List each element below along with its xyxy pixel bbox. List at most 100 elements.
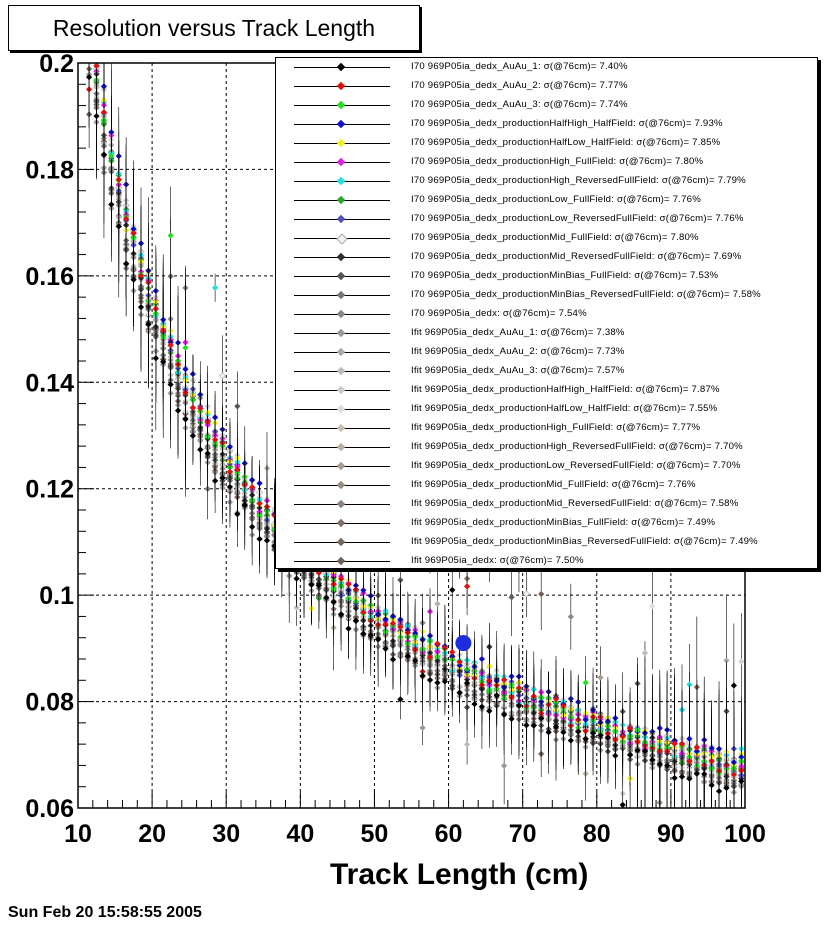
legend-marker [336, 81, 346, 91]
data-point [189, 432, 196, 439]
data-point [530, 722, 537, 729]
legend-entry: Ifit 969P05ia_dedx_productionMid_Reverse… [276, 496, 817, 515]
legend-marker [336, 347, 346, 357]
data-point [649, 756, 656, 763]
data-point [486, 707, 493, 715]
data-point [463, 583, 471, 590]
legend-marker [336, 385, 346, 395]
legend-marker [336, 518, 346, 528]
y-tick-label: 0.06 [25, 795, 74, 823]
data-point [508, 715, 515, 723]
legend-entry: I70 969P05ia_dedx_productionHalfLow_Half… [276, 135, 817, 154]
legend-label: I70 969P05ia_dedx_productionHalfHigh_Hal… [411, 118, 723, 129]
legend-label: Ifit 969P05ia_dedx_productionHalfLow_Hal… [411, 403, 718, 414]
legend-marker [336, 138, 346, 148]
legend-marker [336, 100, 346, 110]
legend-marker [336, 157, 346, 167]
x-tick-label: 60 [435, 820, 463, 848]
data-point [345, 581, 352, 588]
legend-label: I70 969P05ia_dedx_AuAu_3: σ(@76cm)= 7.74… [411, 99, 628, 110]
legend-label: I70 969P05ia_dedx: σ(@76cm)= 7.54% [411, 308, 587, 319]
legend-label: I70 969P05ia_dedx_productionHalfLow_Half… [411, 137, 721, 148]
data-point [434, 679, 441, 686]
legend-marker [336, 62, 346, 72]
data-point [671, 774, 678, 782]
legend-entry: Ifit 969P05ia_dedx_productionMinBias_Rev… [276, 534, 817, 553]
legend-label: I70 969P05ia_dedx_productionLow_FullFiel… [411, 194, 701, 205]
legend-marker [336, 233, 348, 245]
legend: I70 969P05ia_dedx_AuAu_1: σ(@76cm)= 7.40… [275, 57, 818, 569]
legend-entry: I70 969P05ia_dedx_productionMinBias_Full… [276, 268, 817, 287]
legend-label: Ifit 969P05ia_dedx_AuAu_1: σ(@76cm)= 7.3… [411, 327, 625, 338]
legend-label: I70 969P05ia_dedx_productionHigh_FullFie… [411, 156, 704, 167]
data-point [189, 404, 196, 412]
data-point [575, 728, 582, 735]
x-tick-label: 30 [212, 820, 240, 848]
data-point [256, 535, 263, 543]
data-point [508, 594, 515, 601]
data-point [108, 201, 115, 208]
data-point [456, 689, 463, 696]
legend-entry: I70 969P05ia_dedx_productionMid_FullFiel… [276, 230, 817, 249]
data-point [211, 284, 219, 291]
data-point [738, 658, 745, 665]
legend-label: Ifit 969P05ia_dedx_productionMid_Reverse… [411, 498, 739, 509]
legend-entry: Ifit 969P05ia_dedx: σ(@76cm)= 7.50% [276, 553, 817, 572]
legend-entry: Ifit 969P05ia_dedx_productionHalfLow_Hal… [276, 401, 817, 420]
legend-label: I70 969P05ia_dedx_productionMinBias_Full… [411, 270, 719, 281]
legend-marker [336, 195, 346, 205]
y-tick-label: 0.14 [25, 369, 74, 397]
legend-entry: I70 969P05ia_dedx_AuAu_1: σ(@76cm)= 7.40… [276, 59, 817, 78]
data-point [249, 523, 256, 531]
legend-marker [336, 480, 346, 490]
legend-marker [336, 119, 346, 129]
data-point [100, 151, 108, 158]
timestamp: Sun Feb 20 15:58:55 2005 [8, 904, 202, 921]
legend-entry: I70 969P05ia_dedx_productionLow_FullFiel… [276, 192, 817, 211]
legend-marker [336, 176, 346, 186]
data-point [123, 260, 130, 267]
data-point [389, 656, 397, 663]
legend-entry: Ifit 969P05ia_dedx_AuAu_3: σ(@76cm)= 7.5… [276, 363, 817, 382]
data-point [582, 679, 589, 686]
legend-entry: Ifit 969P05ia_dedx_productionHigh_FullFi… [276, 420, 817, 439]
legend-marker [336, 442, 346, 452]
legend-entry: I70 969P05ia_dedx_productionHalfHigh_Hal… [276, 116, 817, 135]
x-tick-label: 20 [138, 820, 166, 848]
x-tick-label: 90 [657, 820, 685, 848]
legend-entry: I70 969P05ia_dedx_productionMid_Reversed… [276, 249, 817, 268]
data-point [567, 737, 574, 744]
legend-label: Ifit 969P05ia_dedx_AuAu_2: σ(@76cm)= 7.7… [411, 346, 625, 357]
x-tick-label: 10 [64, 820, 92, 848]
data-point [463, 741, 471, 748]
y-tick-label: 0.1 [39, 582, 74, 610]
data-point [708, 782, 715, 789]
y-tick-label: 0.08 [25, 689, 74, 717]
legend-label: I70 969P05ia_dedx_productionMinBias_Reve… [411, 289, 761, 300]
legend-marker [336, 252, 346, 262]
data-point [597, 674, 604, 681]
data-point [308, 581, 315, 588]
legend-label: Ifit 969P05ia_dedx_AuAu_3: σ(@76cm)= 7.5… [411, 365, 625, 376]
legend-label: I70 969P05ia_dedx_AuAu_1: σ(@76cm)= 7.40… [411, 61, 628, 72]
data-point [449, 586, 456, 594]
y-tick-labels: 0.06 0.08 0.1 0.12 0.14 0.16 0.18 0.2 [25, 50, 74, 823]
data-point [137, 304, 145, 311]
data-point [619, 801, 626, 809]
data-point [730, 682, 737, 689]
data-point [174, 407, 182, 414]
data-point [419, 724, 426, 731]
data-point [641, 649, 649, 657]
data-point [263, 537, 271, 544]
data-point [219, 372, 226, 380]
legend-label: I70 969P05ia_dedx_productionMid_FullFiel… [411, 232, 699, 243]
x-tick-label: 100 [724, 820, 766, 848]
data-point [627, 751, 634, 759]
legend-marker [336, 366, 346, 376]
legend-entry: I70 969P05ia_dedx_AuAu_2: σ(@76cm)= 7.77… [276, 78, 817, 97]
legend-label: Ifit 969P05ia_dedx_productionHigh_Revers… [411, 441, 743, 452]
y-tick-label: 0.16 [25, 263, 74, 291]
legend-label: Ifit 969P05ia_dedx: σ(@76cm)= 7.50% [411, 555, 584, 566]
data-point [293, 604, 300, 611]
data-point [478, 655, 486, 663]
